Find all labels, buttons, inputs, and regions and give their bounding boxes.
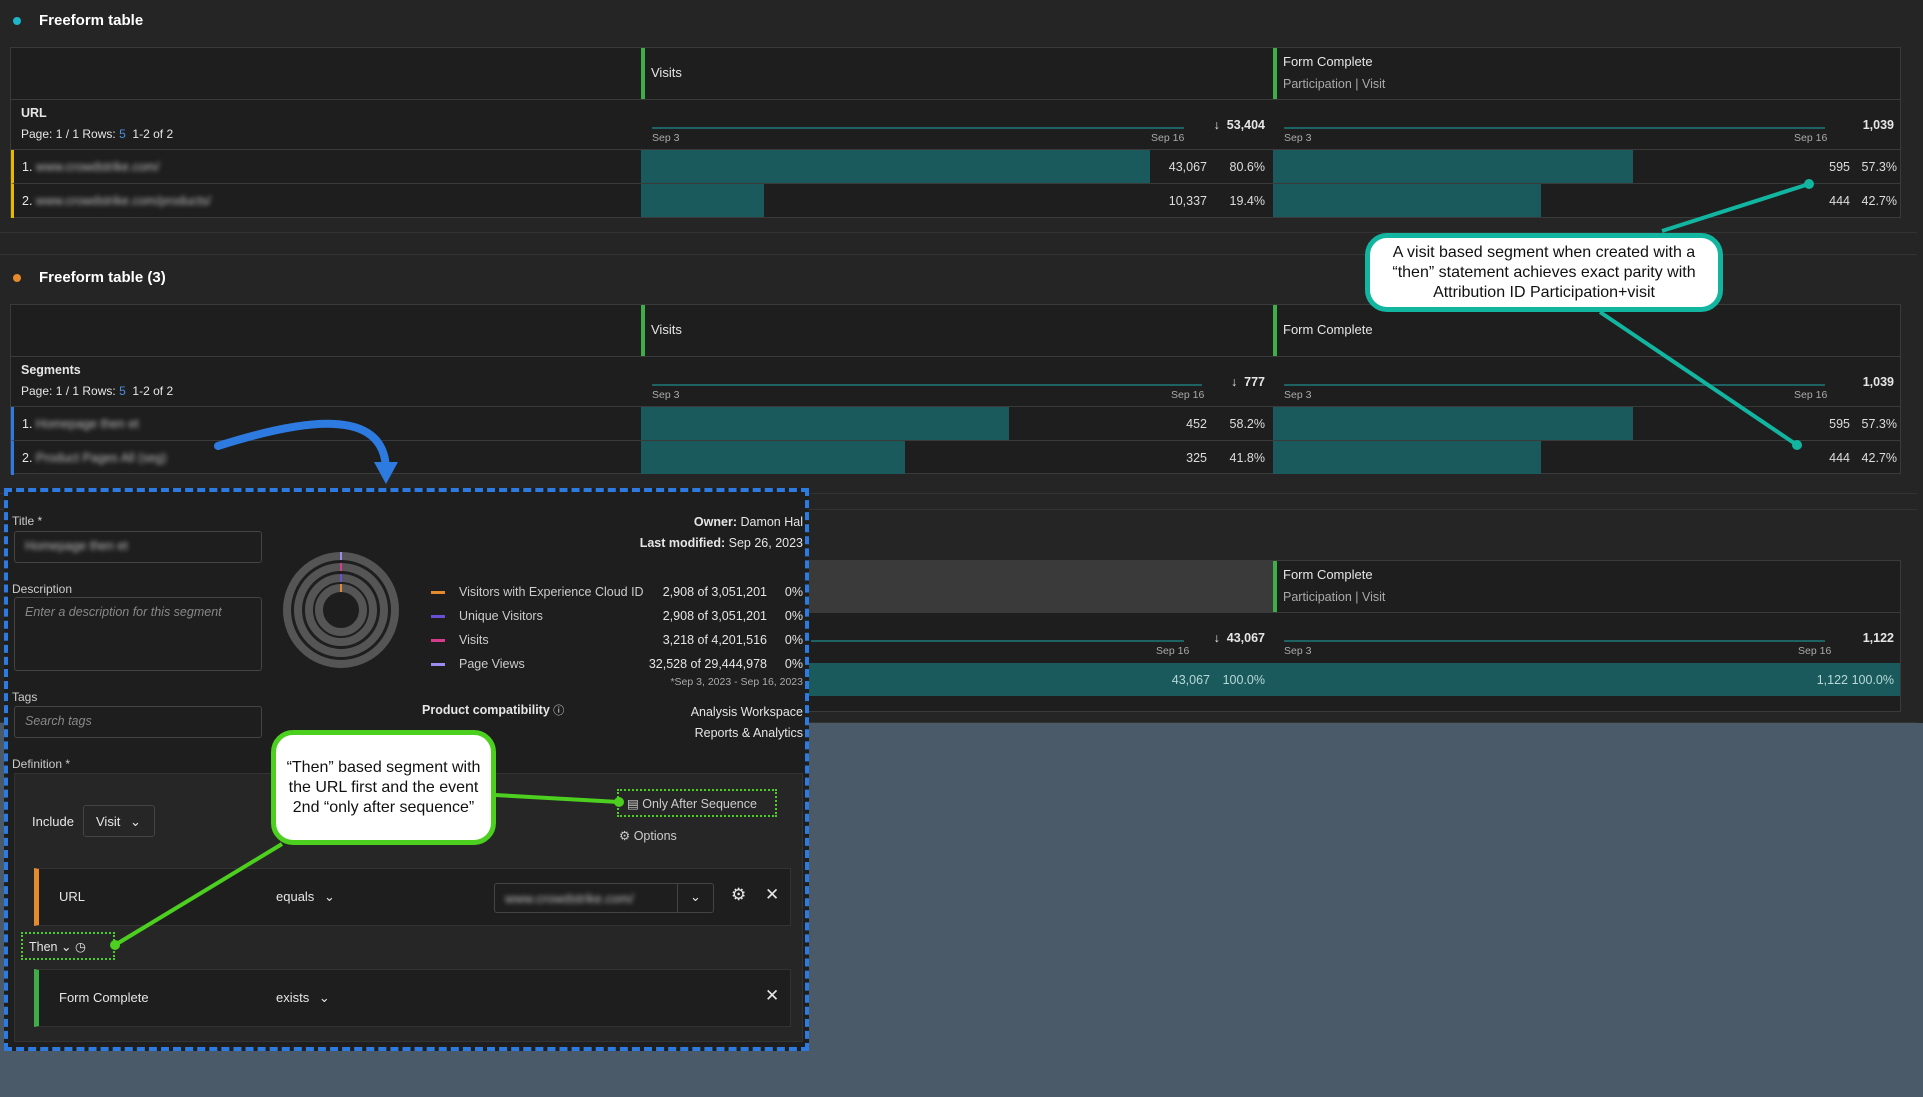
freeform-table: Visits Form Complete Participation | Visi… [10,47,1901,218]
dimension-label: Segments [21,363,81,377]
column-header-visits[interactable]: Visits [641,305,688,356]
chevron-down-icon: ⌄ [318,990,330,1005]
row-label[interactable]: www.crowdstrike.com/products/ [35,194,211,208]
operator-dropdown[interactable]: equals ⌄ [276,889,335,904]
summary-legend-swatch [431,639,445,642]
value-combobox[interactable]: www.crowdstrike.com/⌄ [494,883,714,913]
include-dropdown[interactable]: Visit ⌄ [83,805,155,837]
total-visits: ↓ 777 [1230,375,1265,389]
table-row[interactable]: 2. Product Pages All (seg) 325 41.8% 444… [11,441,1900,475]
rule-form-complete: Form Complete exists ⌄ ✕ [34,969,791,1027]
sequence-dropdown[interactable]: ▤ Only After Sequence [617,789,777,817]
chevron-down-icon[interactable]: ⌄ [677,884,713,912]
dimension-label: URL [21,106,47,120]
bar-form-complete [1273,150,1633,183]
sort-down-icon[interactable]: ↓ [1213,631,1220,645]
operator-dropdown[interactable]: exists ⌄ [276,990,330,1005]
blue-arrow [214,419,390,474]
bar-visits [641,184,764,217]
sparkline-visits [652,127,1184,129]
total-form: 1,122 [1862,631,1894,645]
callout-then-segment: “Then” based segment with the URL first … [271,730,496,845]
clock-icon[interactable]: ◷ [74,940,86,954]
sparkline-form [1284,640,1825,642]
close-icon[interactable]: ✕ [765,885,780,904]
bar-visits [641,407,1009,440]
blue-arrowhead [374,462,398,484]
gear-icon: ⚙ [619,829,631,843]
sequence-icon: ▤ [627,797,639,811]
sort-down-icon[interactable]: ↓ [1230,375,1238,389]
sparkline-visits [811,640,1184,642]
pagination: Page: 1 / 1 Rows: 5 1-2 of 2 [21,127,174,141]
sparkline-form [1284,384,1825,386]
table-row[interactable]: 2. www.crowdstrike.com/products/ 10,337 … [11,184,1900,218]
column-header-form-complete[interactable]: Form Complete Participation | Visit [1273,561,1391,612]
sparkline-form [1284,127,1825,129]
table-row[interactable]: 1. Homepage then et 452 58.2% 595 57.3% [11,407,1900,441]
total-visits: ↓ 53,404 [1213,118,1265,132]
title-input[interactable]: Homepage then et [14,531,262,563]
definition-container: Include Visit ⌄ ▤ Only After Sequence ⚙ … [14,773,803,1042]
sort-down-icon[interactable]: ↓ [1213,118,1220,132]
table-row[interactable]: 1. www.crowdstrike.com/ 43,067 80.6% 595… [11,150,1900,184]
summary-legend-swatch [431,615,445,618]
callout-parity: A visit based segment when created with … [1365,233,1723,312]
tags-input[interactable]: Search tags [14,706,262,738]
bar-form-complete [1273,184,1542,217]
total-form: 1,039 [1862,118,1894,132]
sparkline-visits [652,384,1202,386]
bar-visits [641,441,906,474]
chevron-down-icon: ⌄ [129,814,141,829]
bar-form-complete [1273,407,1633,440]
row-label[interactable]: Product Pages All (seg) [35,451,167,465]
total-visits: ↓ 43,067 [1213,631,1265,645]
chevron-down-icon: ⌄ [323,889,335,904]
summary-legend-swatch [431,663,445,666]
rows-per-page[interactable]: 5 [119,127,126,141]
total-form: 1,039 [1862,375,1894,389]
freeform-table: Visits Form Complete Segments Page: 1 / … [10,304,1901,475]
chevron-down-icon: ⌄ [60,940,72,954]
options-button[interactable]: ⚙ Options [619,829,677,843]
segment-summary-donut [283,552,399,668]
row-label[interactable]: Homepage then et [35,417,139,431]
gear-icon[interactable]: ⚙ [731,885,747,904]
rows-per-page[interactable]: 5 [119,384,126,398]
panel-status-dot [13,17,21,25]
close-icon[interactable]: ✕ [765,986,780,1005]
bar-form-complete [1273,441,1542,474]
column-header-form-complete[interactable]: Form Complete Participation | Visit [1273,48,1391,99]
freeform-table-3-panel: Freeform table (3) Visits Form Complete … [0,254,1917,494]
row-label[interactable]: www.crowdstrike.com/ [35,160,160,174]
info-icon[interactable]: ⓘ [553,705,565,717]
description-textarea[interactable]: Enter a description for this segment [14,597,262,671]
summary-legend-swatch [431,591,445,594]
panel-title: Freeform table (3) [39,269,166,286]
freeform-table-panel: Freeform table Visits Form Complete Parti… [0,0,1917,233]
panel-title: Freeform table [39,12,144,29]
pagination: Page: 1 / 1 Rows: 5 1-2 of 2 [21,384,174,398]
column-header-visits[interactable]: Visits [641,48,688,99]
panel-status-dot [13,274,21,282]
bar-visits [641,150,1151,183]
column-header-form-complete[interactable]: Form Complete [1273,305,1379,356]
